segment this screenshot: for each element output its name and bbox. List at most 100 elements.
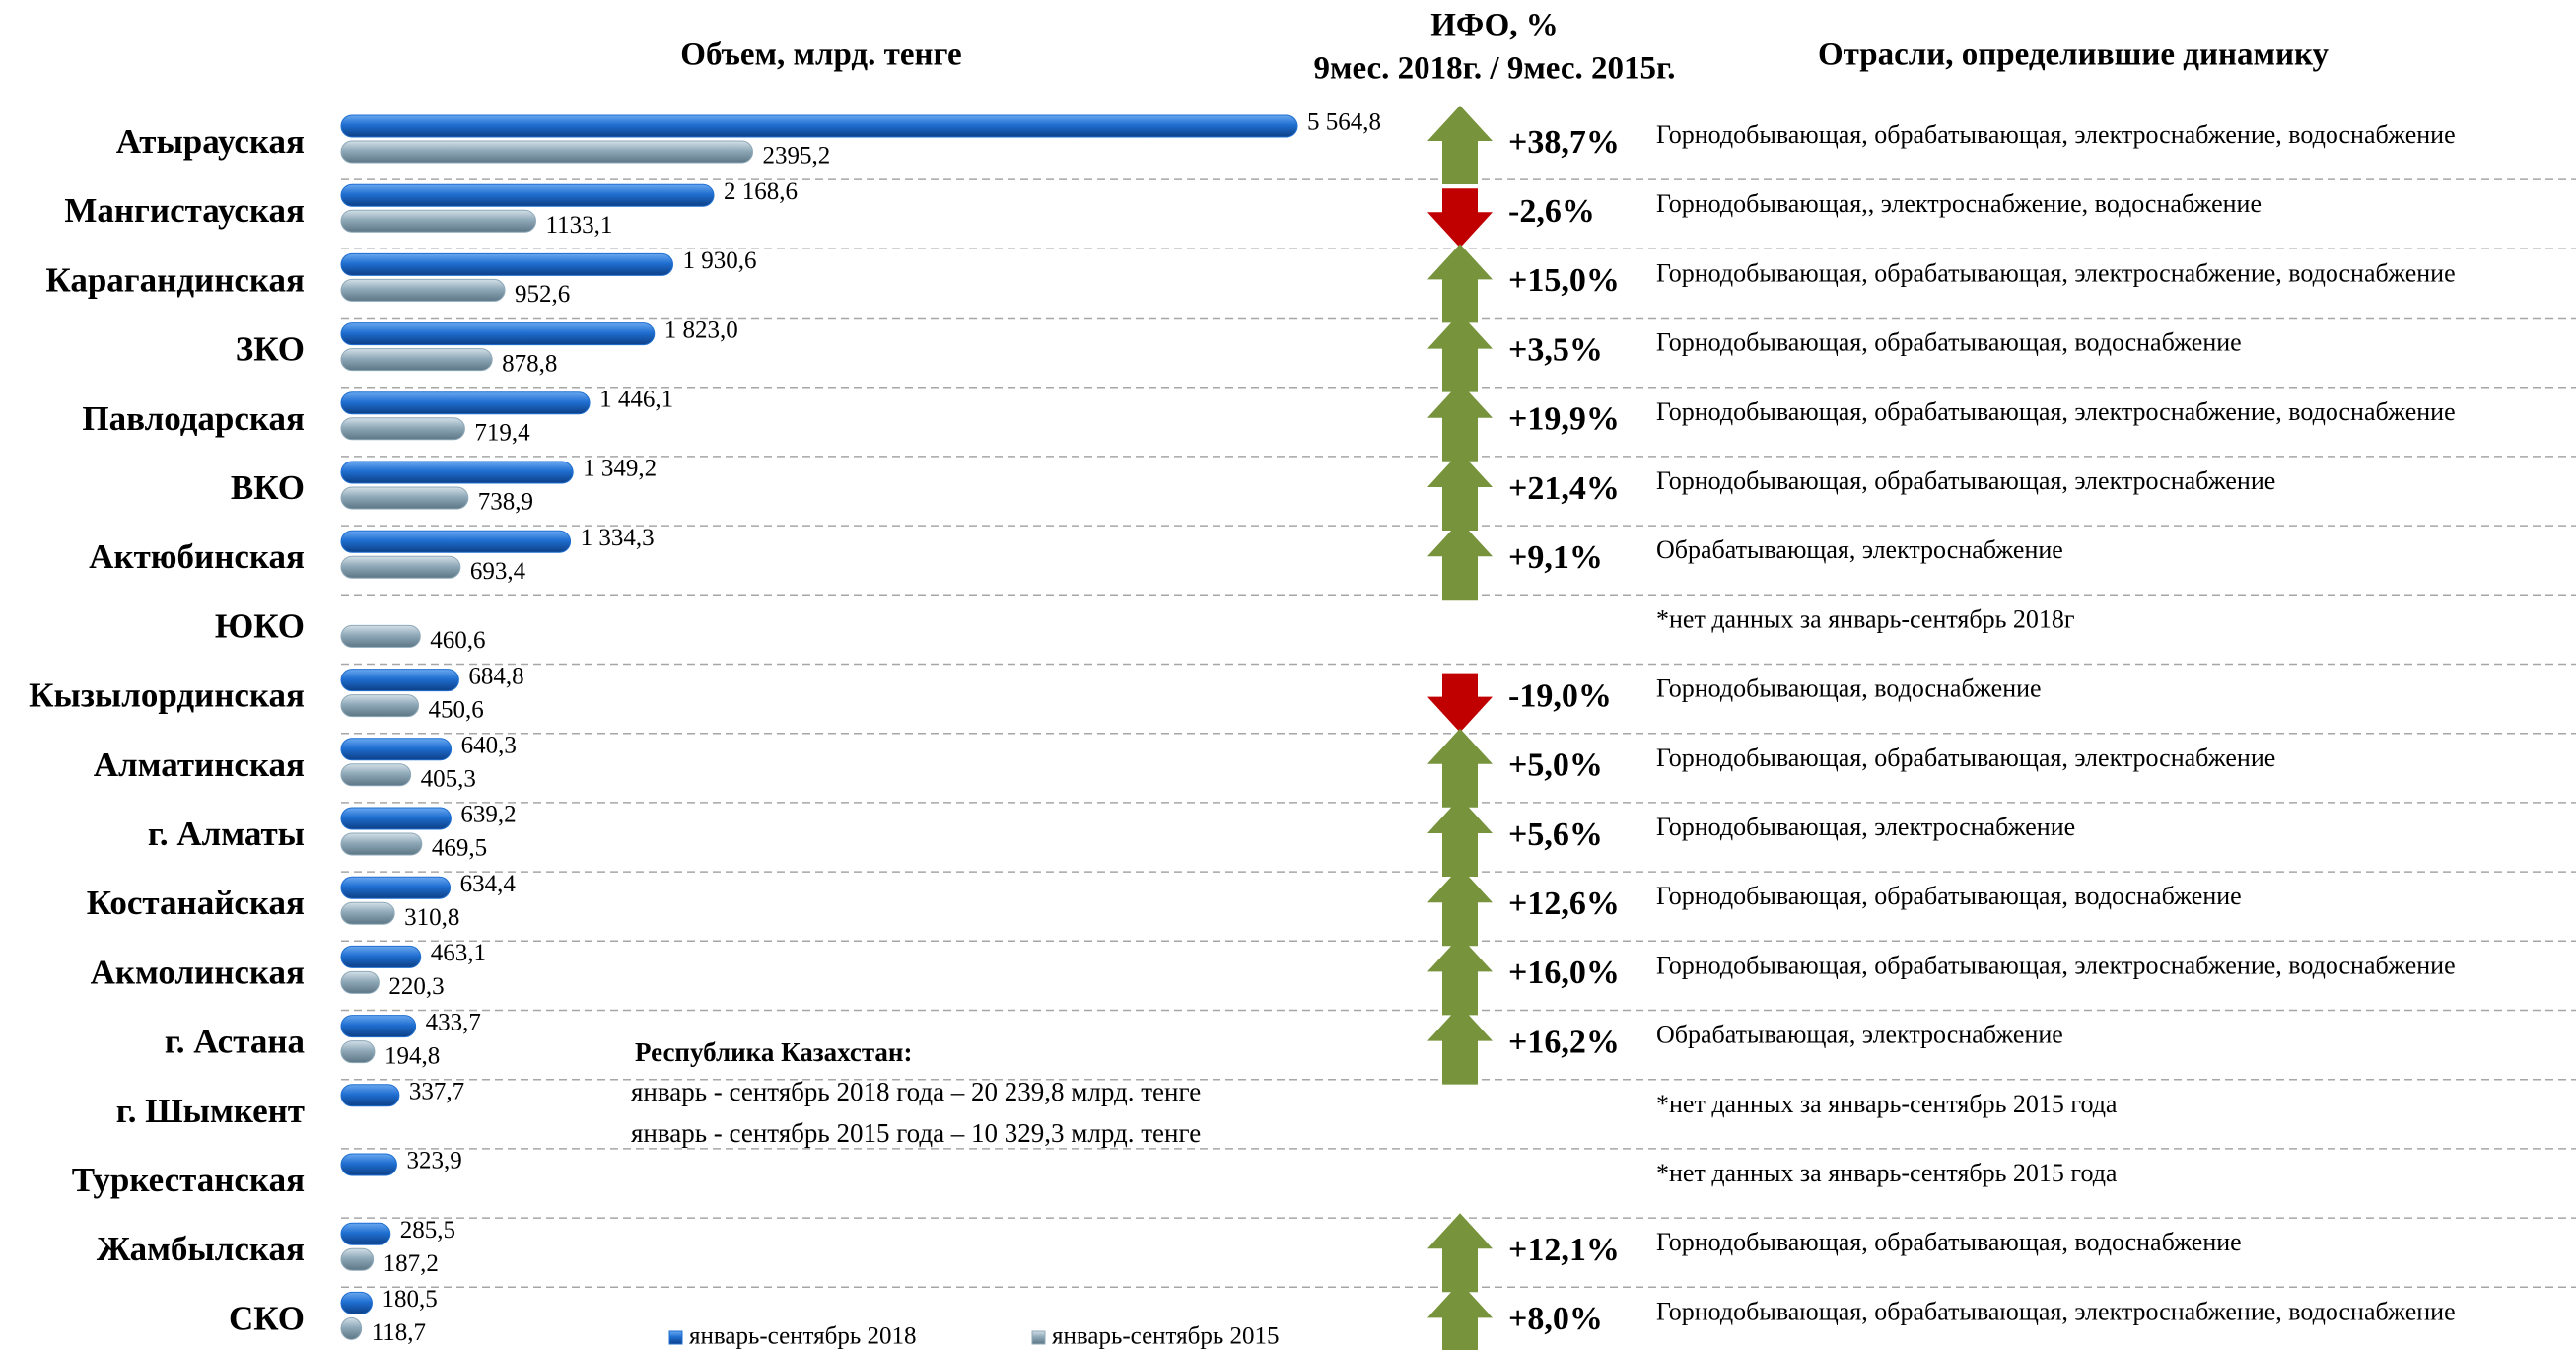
value-label: 719,4: [474, 420, 530, 447]
ifo-arrow: [1427, 382, 1493, 462]
ifo-label: +19,9%: [1508, 401, 1620, 438]
value-label: 450,6: [429, 696, 484, 723]
value-label: 2 168,6: [724, 178, 798, 205]
bar: [340, 486, 469, 510]
bar: [340, 763, 412, 787]
ifo-subtitle: 9мес. 2018г. / 9мес. 2015г.: [1313, 51, 1675, 87]
value-label: 640,3: [461, 733, 517, 759]
annotation: январь - сентябрь 2015 года – 10 329,3 м…: [631, 1118, 1201, 1148]
industries-title: Отрасли, определившие динамику: [1818, 37, 2330, 73]
industry-label: Горнодобывающая, обрабатывающая, электро…: [1656, 397, 2456, 426]
bar: [340, 1316, 363, 1340]
bar: [340, 970, 380, 994]
value-label: 118,7: [372, 1319, 426, 1346]
value-label: 1 823,0: [664, 317, 738, 343]
ifo-arrow: [1427, 1005, 1493, 1085]
ifo-label: +9,1%: [1508, 539, 1603, 576]
bar: [340, 1291, 373, 1314]
bar: [340, 832, 423, 856]
category-label: Костанайская: [87, 884, 305, 922]
bar: [340, 669, 459, 692]
ifo-arrow: [1427, 521, 1493, 601]
ifo-arrow: [1427, 1213, 1493, 1293]
bar: [340, 530, 572, 553]
bar: [340, 1084, 400, 1107]
value-label: 187,2: [383, 1250, 439, 1277]
annotation: Республика Казахстан:: [635, 1037, 912, 1067]
legend-label: январь-сентябрь 2015: [1052, 1323, 1280, 1350]
legend-marker: [668, 1330, 683, 1345]
bar: [340, 901, 395, 925]
value-label: 469,5: [432, 835, 487, 862]
value-label: 1 930,6: [683, 248, 757, 274]
bar: [340, 209, 537, 233]
value-label: 180,5: [382, 1286, 437, 1313]
ifo-arrow: [1427, 313, 1493, 392]
industry-label: Горнодобывающая, обрабатывающая, электро…: [1656, 258, 2456, 287]
industry-label: *нет данных за январь-сентябрь 2015 года: [1656, 1159, 2118, 1187]
industry-label: Горнодобывающая, обрабатывающая, электро…: [1656, 120, 2456, 149]
industry-label: Горнодобывающая, обрабатывающая, водосна…: [1656, 882, 2242, 910]
ifo-label: +12,6%: [1508, 886, 1620, 922]
bar: [340, 461, 574, 484]
ifo-label: +15,0%: [1508, 262, 1620, 299]
industry-label: Горнодобывающая, обрабатывающая, электро…: [1656, 951, 2456, 979]
bar: [340, 1015, 417, 1038]
value-label: 1 334,3: [581, 525, 655, 551]
ifo-arrow: [1427, 798, 1493, 877]
category-label: ЮКО: [215, 606, 305, 645]
bar: [340, 252, 674, 276]
industry-label: Горнодобывающая, обрабатывающая, электро…: [1656, 466, 2275, 495]
chart-title: Объем, млрд. тенге: [680, 37, 961, 73]
bar: [340, 1247, 375, 1271]
bar: [340, 114, 1298, 138]
bar: [340, 694, 420, 718]
ifo-arrow: [1427, 188, 1493, 249]
ifo-title: ИФО, %: [1430, 8, 1559, 43]
ifo-arrow: [1427, 452, 1493, 531]
bar: [340, 417, 465, 441]
category-label: г. Астана: [165, 1023, 305, 1061]
bar: [340, 945, 422, 968]
bar: [340, 1153, 397, 1176]
value-label: 310,8: [404, 904, 459, 931]
value-label: 323,9: [406, 1148, 461, 1174]
ifo-label: +16,0%: [1508, 955, 1620, 991]
value-label: 463,1: [431, 940, 486, 966]
category-label: Жамбылская: [97, 1230, 305, 1268]
category-label: Атырауская: [116, 122, 305, 161]
industry-label: Обрабатывающая, электроснабжение: [1656, 1021, 2063, 1049]
category-label: Туркестанская: [72, 1161, 305, 1199]
value-label: 634,4: [460, 871, 517, 897]
ifo-label: -2,6%: [1508, 193, 1595, 230]
value-label: 1133,1: [546, 212, 613, 239]
legend-label: январь-сентябрь 2018: [689, 1323, 917, 1350]
value-label: 738,9: [478, 489, 533, 516]
industry-label: Горнодобывающая, обрабатывающая, электро…: [1656, 1297, 2456, 1325]
ifo-label: +5,0%: [1508, 747, 1603, 784]
bar: [340, 1222, 391, 1245]
value-label: 337,7: [409, 1079, 464, 1105]
category-label: ЗКО: [236, 330, 305, 369]
industry-label: Горнодобывающая,, электроснабжение, водо…: [1656, 189, 2262, 218]
value-label: 194,8: [384, 1042, 440, 1069]
industry-label: *нет данных за январь-сентябрь 2015 года: [1656, 1090, 2118, 1118]
category-label: Павлодарская: [82, 399, 305, 438]
ifo-arrow: [1427, 867, 1493, 947]
category-label: Мангистауская: [64, 191, 305, 230]
category-label: Актюбинская: [89, 537, 305, 576]
bar: [340, 322, 656, 346]
category-label: Алматинская: [94, 746, 305, 784]
ifo-label: +21,4%: [1508, 470, 1620, 507]
value-label: 1 446,1: [599, 387, 673, 413]
industry-label: Горнодобывающая, обрабатывающая, водосна…: [1656, 1228, 2242, 1256]
ifo-label: +12,1%: [1508, 1232, 1620, 1268]
value-label: 285,5: [400, 1217, 455, 1243]
industry-label: Горнодобывающая, обрабатывающая, водосна…: [1656, 328, 2242, 357]
value-label: 1 349,2: [583, 456, 657, 482]
value-label: 220,3: [388, 973, 444, 1000]
category-label: Карагандинская: [45, 260, 305, 299]
bar: [340, 807, 452, 830]
bar: [340, 183, 715, 207]
